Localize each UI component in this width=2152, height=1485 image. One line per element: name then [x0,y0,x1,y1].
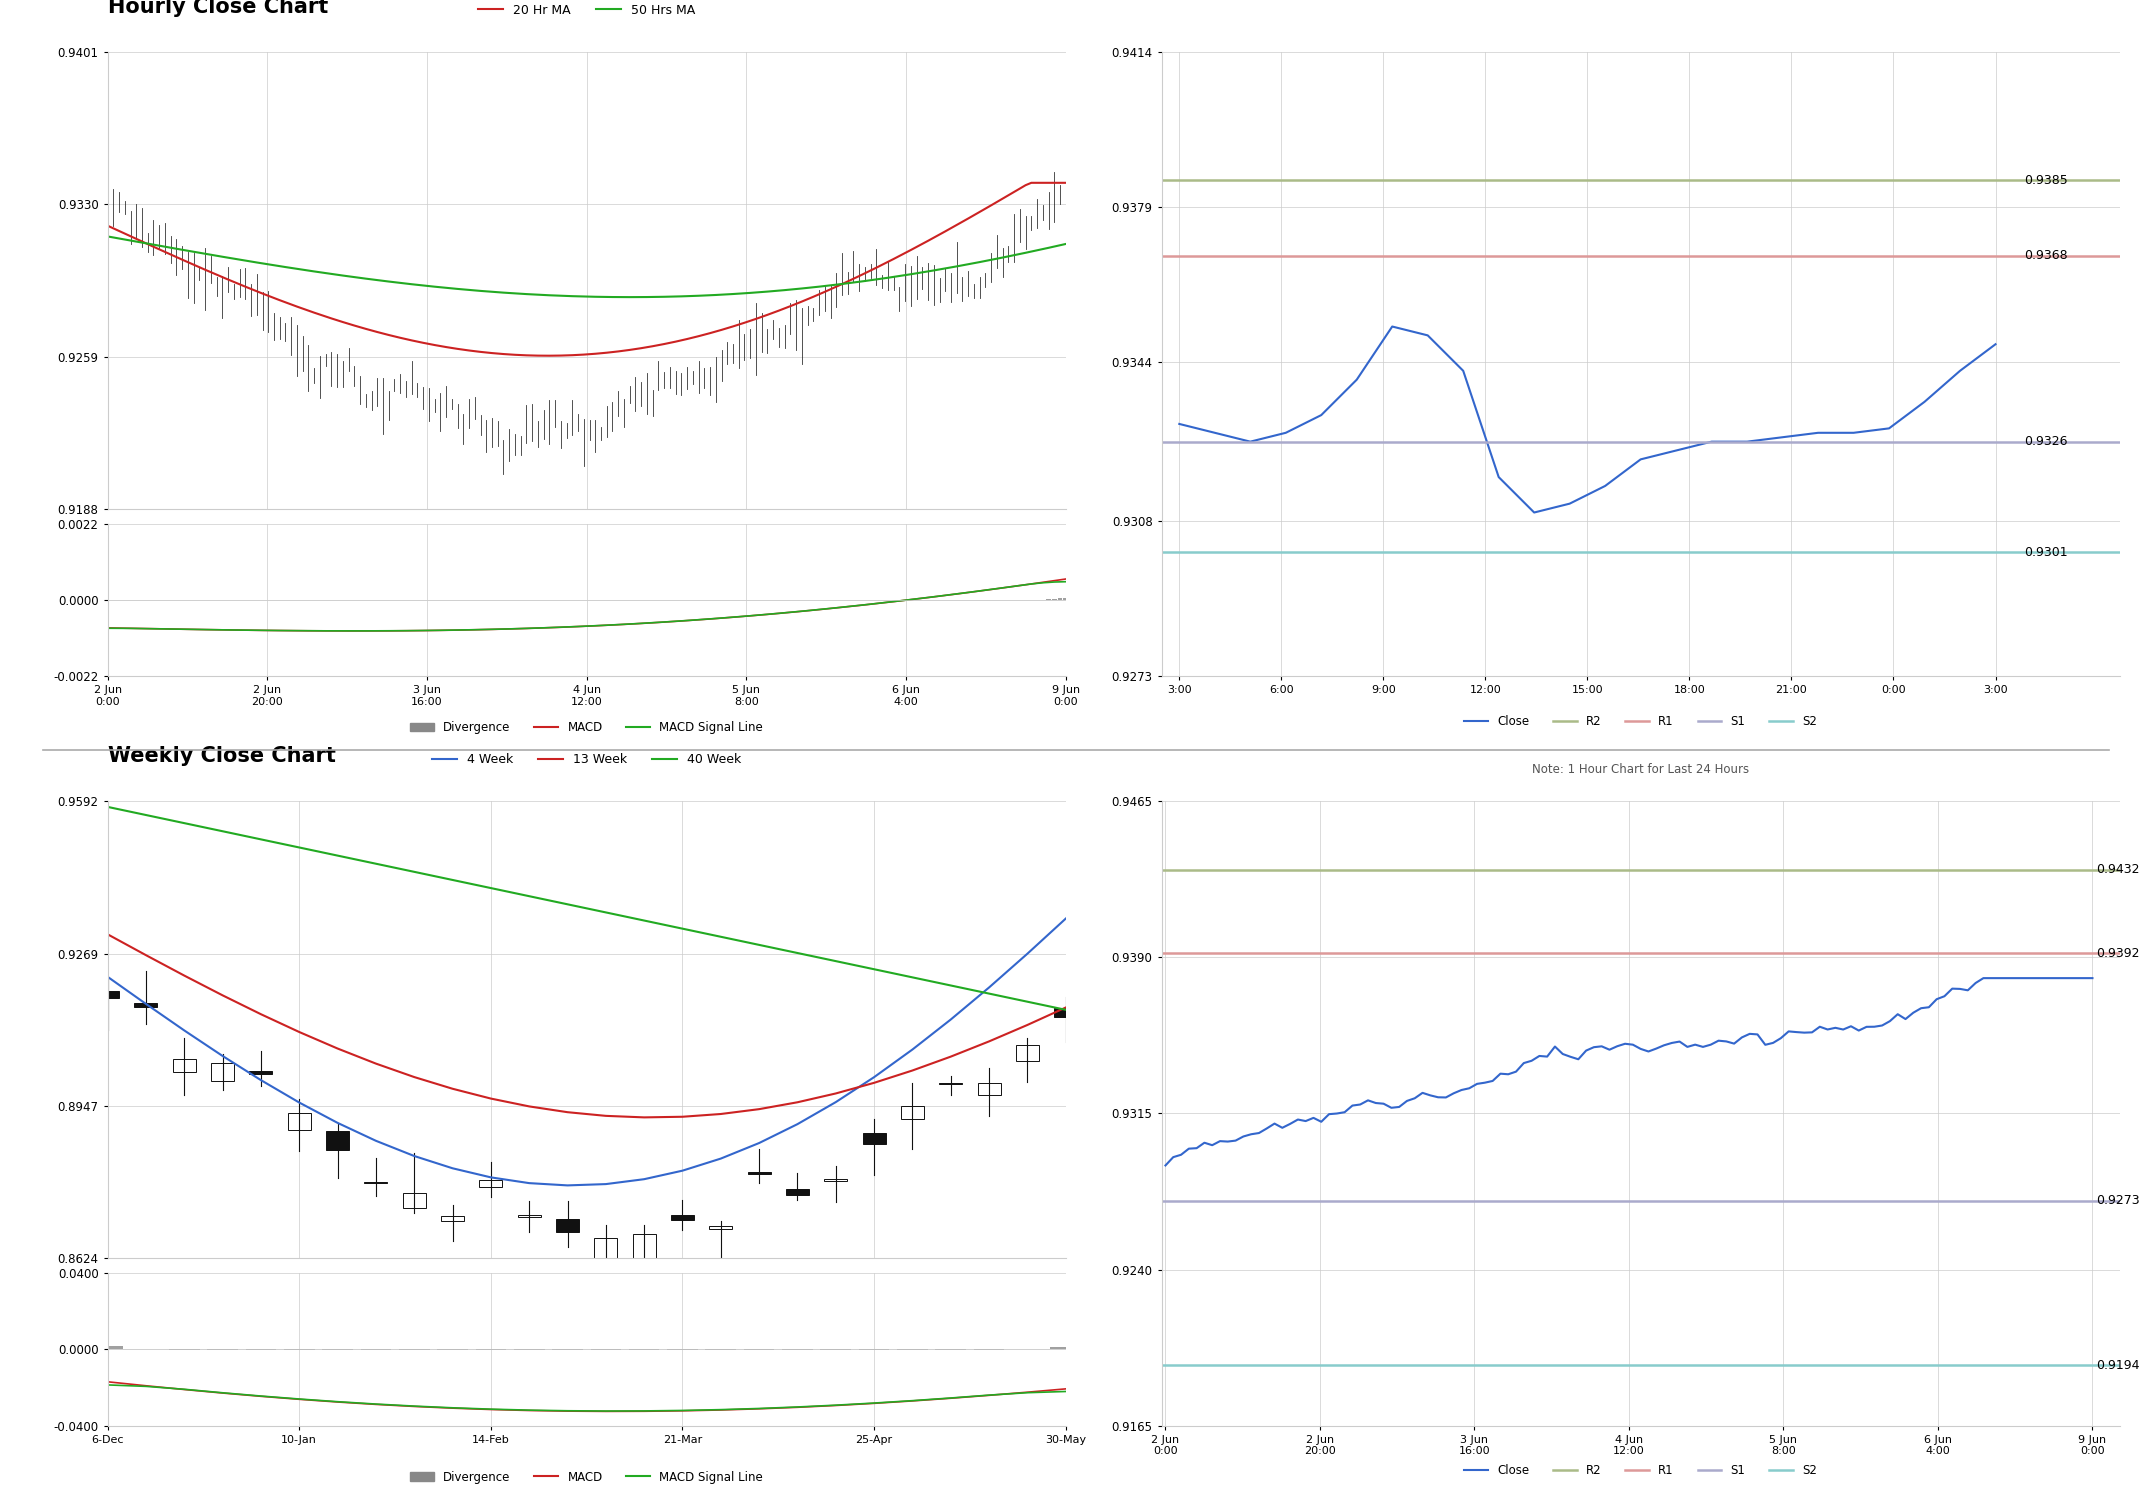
Bar [93,1347,123,1350]
Bar [441,1216,465,1221]
Bar [480,1179,501,1187]
Bar [1054,1008,1078,1017]
Bar [671,1215,693,1221]
Bar [710,1227,732,1230]
Bar [250,1071,273,1074]
Bar [824,1179,848,1182]
Bar [555,1219,579,1233]
Bar [97,990,118,998]
Bar [1050,1347,1080,1350]
Legend: Close, R2, R1, S1, S2: Close, R2, R1, S1, S2 [1459,710,1823,734]
Legend: 20 Hr MA, 50 Hrs MA: 20 Hr MA, 50 Hrs MA [473,0,699,22]
Bar [902,1106,923,1118]
Text: 0.9392: 0.9392 [2096,946,2139,959]
Legend: Close, R2, R1, S1, S2: Close, R2, R1, S1, S2 [1459,1460,1823,1482]
Text: Weekly Close Chart: Weekly Close Chart [108,747,336,766]
Bar [747,1172,770,1175]
Text: Hourly Close Chart: Hourly Close Chart [108,0,327,18]
Bar [519,1215,540,1216]
Legend: Divergence, MACD, MACD Signal Line: Divergence, MACD, MACD Signal Line [405,717,768,740]
Text: 0.9326: 0.9326 [2023,435,2068,448]
Bar [288,1114,310,1130]
Bar [633,1234,656,1261]
Bar [863,1133,887,1143]
Bar [1063,597,1067,600]
Bar [785,1188,809,1195]
Bar [172,1059,196,1072]
Bar [1016,1045,1039,1060]
Text: 0.9385: 0.9385 [2023,174,2068,187]
Text: 0.9194: 0.9194 [2096,1359,2139,1372]
Text: 0.9273: 0.9273 [2096,1194,2139,1207]
Text: Note: 1 Hour Chart for Last 24 Hours: Note: 1 Hour Chart for Last 24 Hours [1532,763,1750,777]
Bar [211,1063,235,1081]
Legend: Divergence, MACD, MACD Signal Line: Divergence, MACD, MACD Signal Line [405,1466,768,1485]
Bar [1059,598,1063,600]
Bar [327,1132,349,1151]
Bar [402,1194,426,1207]
Text: 0.9368: 0.9368 [2023,249,2068,263]
Text: 0.9432: 0.9432 [2096,863,2139,876]
Bar [133,1002,157,1007]
Bar [594,1238,618,1259]
Bar [977,1083,1001,1094]
Legend: 4 Week, 13 Week, 40 Week: 4 Week, 13 Week, 40 Week [426,748,747,771]
Text: 0.9301: 0.9301 [2023,546,2068,558]
